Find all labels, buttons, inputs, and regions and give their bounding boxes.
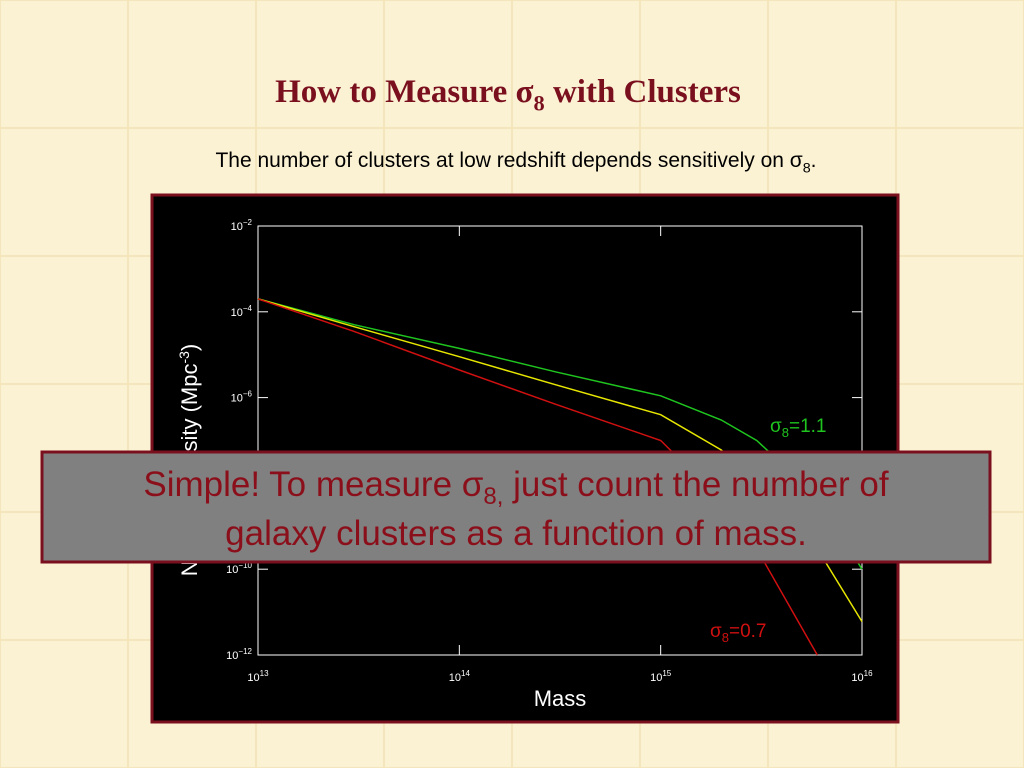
tick-exponent: −12 bbox=[238, 647, 252, 656]
tick-label: 1013 bbox=[247, 669, 269, 684]
tick-label: 10−2 bbox=[231, 218, 253, 233]
tick-base: 10 bbox=[226, 564, 238, 576]
callout-text: just count the number of bbox=[503, 465, 888, 504]
tick-base: 10 bbox=[851, 672, 863, 684]
callout-line: Simple! To measure σ8, just count the nu… bbox=[143, 465, 889, 510]
tick-label: 1016 bbox=[851, 669, 873, 684]
tick-label: 10−10 bbox=[226, 561, 252, 576]
subscript: 8 bbox=[782, 425, 789, 440]
x-axis-label: Mass bbox=[534, 686, 587, 711]
tick-exponent: 16 bbox=[864, 669, 873, 678]
tick-exponent: 13 bbox=[260, 669, 269, 678]
tick-label: 10−12 bbox=[226, 647, 252, 662]
tick-label: 10−4 bbox=[231, 304, 253, 319]
tick-label: 1015 bbox=[650, 669, 672, 684]
series-label: σ8=0.7 bbox=[710, 621, 766, 645]
tick-base: 10 bbox=[231, 393, 243, 405]
slide-title: How to Measure σ8 with Clusters bbox=[275, 74, 741, 115]
tick-base: 10 bbox=[247, 672, 259, 684]
series-label: σ8=1.1 bbox=[770, 416, 826, 440]
tick-base: 10 bbox=[231, 221, 243, 233]
text-part: The number of clusters at low redshift d… bbox=[215, 149, 802, 172]
subscript: 8 bbox=[722, 630, 729, 645]
tick-base: 10 bbox=[231, 307, 243, 319]
tick-exponent: −10 bbox=[238, 561, 252, 570]
superscript: -3 bbox=[176, 351, 192, 364]
tick-label: 1014 bbox=[449, 669, 471, 684]
callout-box bbox=[40, 450, 992, 564]
callout-text: Simple! To measure σ bbox=[143, 465, 483, 504]
callout-subscript: 8, bbox=[483, 483, 503, 510]
text-part: =0.7 bbox=[729, 621, 767, 642]
tick-exponent: −2 bbox=[243, 218, 253, 227]
text-part: How to Measure σ bbox=[275, 74, 533, 110]
text-part: . bbox=[811, 149, 817, 172]
slide-subtitle: The number of clusters at low redshift d… bbox=[215, 149, 816, 176]
text-part: σ bbox=[710, 621, 722, 642]
text-part: with Clusters bbox=[545, 74, 741, 110]
callout-line: galaxy clusters as a function of mass. bbox=[225, 514, 807, 553]
tick-base: 10 bbox=[226, 650, 238, 662]
text-part: σ bbox=[770, 416, 782, 437]
subscript: 8 bbox=[803, 160, 811, 176]
text-part: =1.1 bbox=[789, 416, 827, 437]
plot-frame bbox=[257, 225, 863, 656]
tick-label: 10−6 bbox=[231, 390, 253, 405]
tick-base: 10 bbox=[650, 672, 662, 684]
tick-base: 10 bbox=[449, 672, 461, 684]
subscript: 8 bbox=[534, 90, 545, 115]
tick-exponent: 14 bbox=[461, 669, 470, 678]
tick-exponent: −6 bbox=[243, 390, 253, 399]
tick-exponent: 15 bbox=[662, 669, 671, 678]
tick-exponent: −4 bbox=[243, 304, 253, 313]
callout: Simple! To measure σ8, just count the nu… bbox=[40, 450, 992, 564]
text-part: ) bbox=[177, 344, 202, 351]
